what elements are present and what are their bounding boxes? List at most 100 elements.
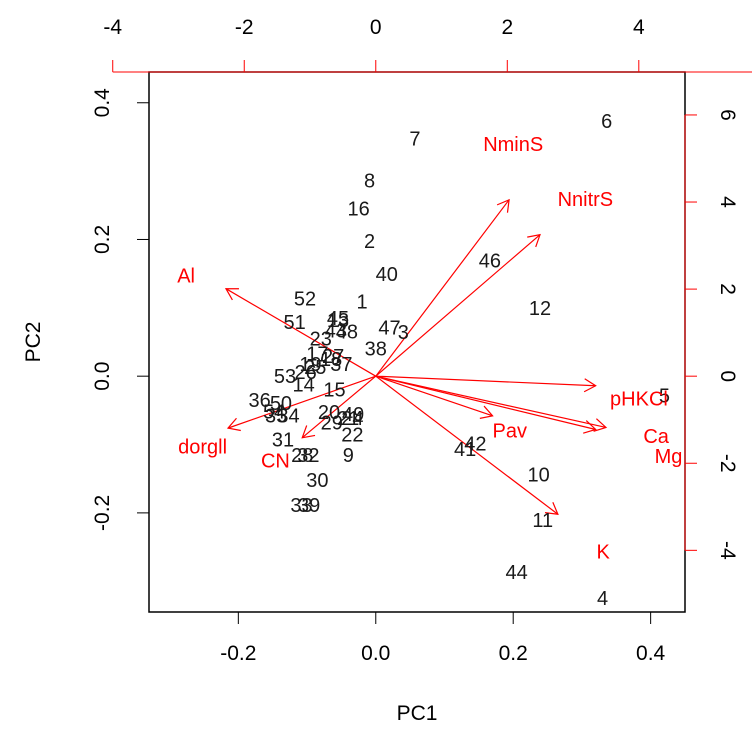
- observation-label: 43: [325, 321, 347, 343]
- observation-label: 6: [601, 111, 612, 133]
- right-tick-label: 4: [716, 196, 739, 208]
- observation-label: 52: [294, 289, 316, 311]
- top-tick-label: 2: [501, 16, 513, 39]
- observation-label: 25: [304, 357, 326, 379]
- arrow-nnitrs: [375, 233, 541, 377]
- arrow-k: [375, 375, 559, 515]
- observation-label: 30: [306, 470, 328, 492]
- arrow-mg: [375, 375, 608, 432]
- y-tick-label: 0.0: [91, 362, 114, 391]
- y-tick-label: 0.4: [91, 88, 114, 118]
- observation-label: 12: [529, 298, 551, 320]
- observation-label: 9: [343, 445, 354, 467]
- arrow-pav: [375, 375, 494, 419]
- observation-label: 27: [322, 346, 344, 368]
- observation-label: 49: [342, 404, 364, 426]
- observation-label: 36: [249, 390, 271, 412]
- y-axis-left: -0.2 0.0 0.2 0.4: [91, 88, 150, 531]
- observation-label: 37: [330, 354, 352, 376]
- observation-label: 54: [263, 401, 285, 423]
- right-tick-label: -4: [716, 541, 739, 560]
- variable-label-ca: Ca: [643, 426, 669, 448]
- observation-label: 21: [337, 408, 359, 430]
- observation-label: 39: [298, 495, 320, 517]
- x-axis-bottom: -0.2 0.0 0.2 0.4: [220, 611, 666, 665]
- observation-label: 28: [291, 445, 313, 467]
- arrow-nmins: [375, 198, 510, 377]
- right-tick-label: 2: [716, 283, 739, 295]
- x-tick-label: 0.2: [499, 642, 528, 665]
- variable-label-al: Al: [177, 265, 195, 287]
- y-tick-label: -0.2: [91, 495, 114, 531]
- variable-arrows: [224, 198, 608, 515]
- right-tick-label: -2: [716, 454, 739, 473]
- variable-label-nnitrs: NnitrS: [558, 189, 614, 211]
- observation-label: 44: [506, 562, 528, 584]
- observation-label: 24: [341, 408, 363, 430]
- observation-label: 23: [310, 328, 332, 350]
- top-tick-label: -4: [103, 16, 122, 39]
- arrow-cn: [301, 375, 377, 439]
- y-tick-label: 0.2: [91, 225, 114, 254]
- arrow-phkcl: [375, 375, 597, 393]
- observation-label: 50: [270, 393, 292, 415]
- y-axis-right: -4 -2 0 2 4 6: [684, 109, 739, 560]
- observation-label: 29: [321, 412, 343, 434]
- observation-label: 19: [299, 354, 321, 376]
- observation-label: 5: [659, 386, 670, 408]
- observation-label: 53: [274, 366, 296, 388]
- observation-label: 33: [290, 495, 312, 517]
- observation-label: 38: [365, 339, 387, 361]
- observation-label: 46: [479, 250, 501, 272]
- top-tick-label: -2: [235, 16, 254, 39]
- observation-label: 41: [454, 439, 476, 461]
- observation-label: 16: [347, 198, 369, 220]
- observation-label: 34: [277, 406, 299, 428]
- observation-label: 22: [341, 425, 363, 447]
- observation-label: 26: [295, 362, 317, 384]
- x-axis-title: PC1: [397, 702, 438, 725]
- observation-label: 45: [327, 308, 349, 330]
- variable-label-pav: Pav: [493, 421, 527, 443]
- variable-label-phkcl: pHKCl: [610, 388, 668, 410]
- observation-label: 15: [323, 380, 345, 402]
- observation-label: 32: [297, 445, 319, 467]
- observation-label: 3: [398, 322, 409, 344]
- x-tick-label: 0.0: [361, 642, 390, 665]
- observation-label: 8: [364, 170, 375, 192]
- observation-label: 17: [306, 343, 328, 365]
- observation-label: 10: [528, 464, 550, 486]
- observation-label: 48: [336, 321, 358, 343]
- observation-label: 7: [409, 129, 420, 151]
- right-tick-label: 0: [716, 370, 739, 382]
- x-tick-label: -0.2: [220, 642, 256, 665]
- observation-label: 35: [265, 406, 287, 428]
- observation-label: 47: [378, 317, 400, 339]
- arrow-dorgll: [226, 375, 376, 432]
- observation-label: 14: [292, 375, 314, 397]
- y-axis-title: PC2: [22, 322, 45, 363]
- observation-label: 51: [284, 312, 306, 334]
- observation-label: 11: [532, 510, 553, 532]
- variable-label-mg: Mg: [655, 446, 683, 468]
- observation-label: 40: [376, 264, 398, 286]
- observation-label: 13: [327, 310, 349, 332]
- x-tick-label: 0.4: [636, 642, 666, 665]
- variable-label-nmins: NminS: [483, 134, 543, 156]
- variable-label-cn: CN: [261, 451, 290, 473]
- observation-label: 20: [318, 402, 340, 424]
- variable-label-k: K: [597, 542, 611, 564]
- observation-label: 31: [272, 429, 294, 451]
- top-tick-label: 4: [633, 16, 645, 39]
- top-tick-label: 0: [370, 16, 382, 39]
- observation-label: 18: [320, 349, 342, 371]
- observation-label: 4: [597, 588, 608, 610]
- right-tick-label: 6: [716, 109, 739, 121]
- observation-label: 2: [364, 231, 375, 253]
- observation-label: 42: [464, 434, 486, 456]
- variable-label-dorgll: dorgll: [178, 436, 227, 458]
